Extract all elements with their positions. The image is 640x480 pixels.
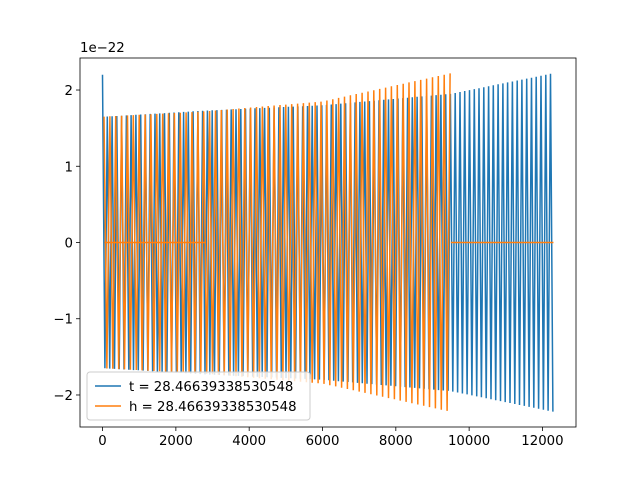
x-tick-label: 10000 [448, 434, 490, 449]
x-tick-label: 2000 [159, 434, 193, 449]
y-tick-label: −2 [53, 389, 73, 404]
y-tick-label: −1 [53, 313, 73, 328]
x-tick-label: 6000 [306, 434, 340, 449]
y-offset-text: 1e−22 [80, 41, 125, 56]
axes: 0 2000 4000 6000 8000 10000 12000 −2 −1 0 1 2 [53, 57, 577, 449]
x-tick-label: 4000 [232, 434, 266, 449]
x-tick-label: 0 [98, 434, 106, 449]
legend-box [86, 371, 311, 421]
x-tick-label: 12000 [521, 434, 563, 449]
y-tick-label: 0 [65, 237, 73, 252]
legend: t = 28.46639338530548 h = 28.466393385305… [86, 371, 311, 421]
x-tick-label: 8000 [379, 434, 413, 449]
y-tick-label: 1 [65, 160, 73, 175]
legend-label: h = 28.46639338530548 [129, 400, 297, 415]
legend-label: t = 28.46639338530548 [129, 380, 293, 395]
y-tick-label: 2 [65, 84, 73, 99]
